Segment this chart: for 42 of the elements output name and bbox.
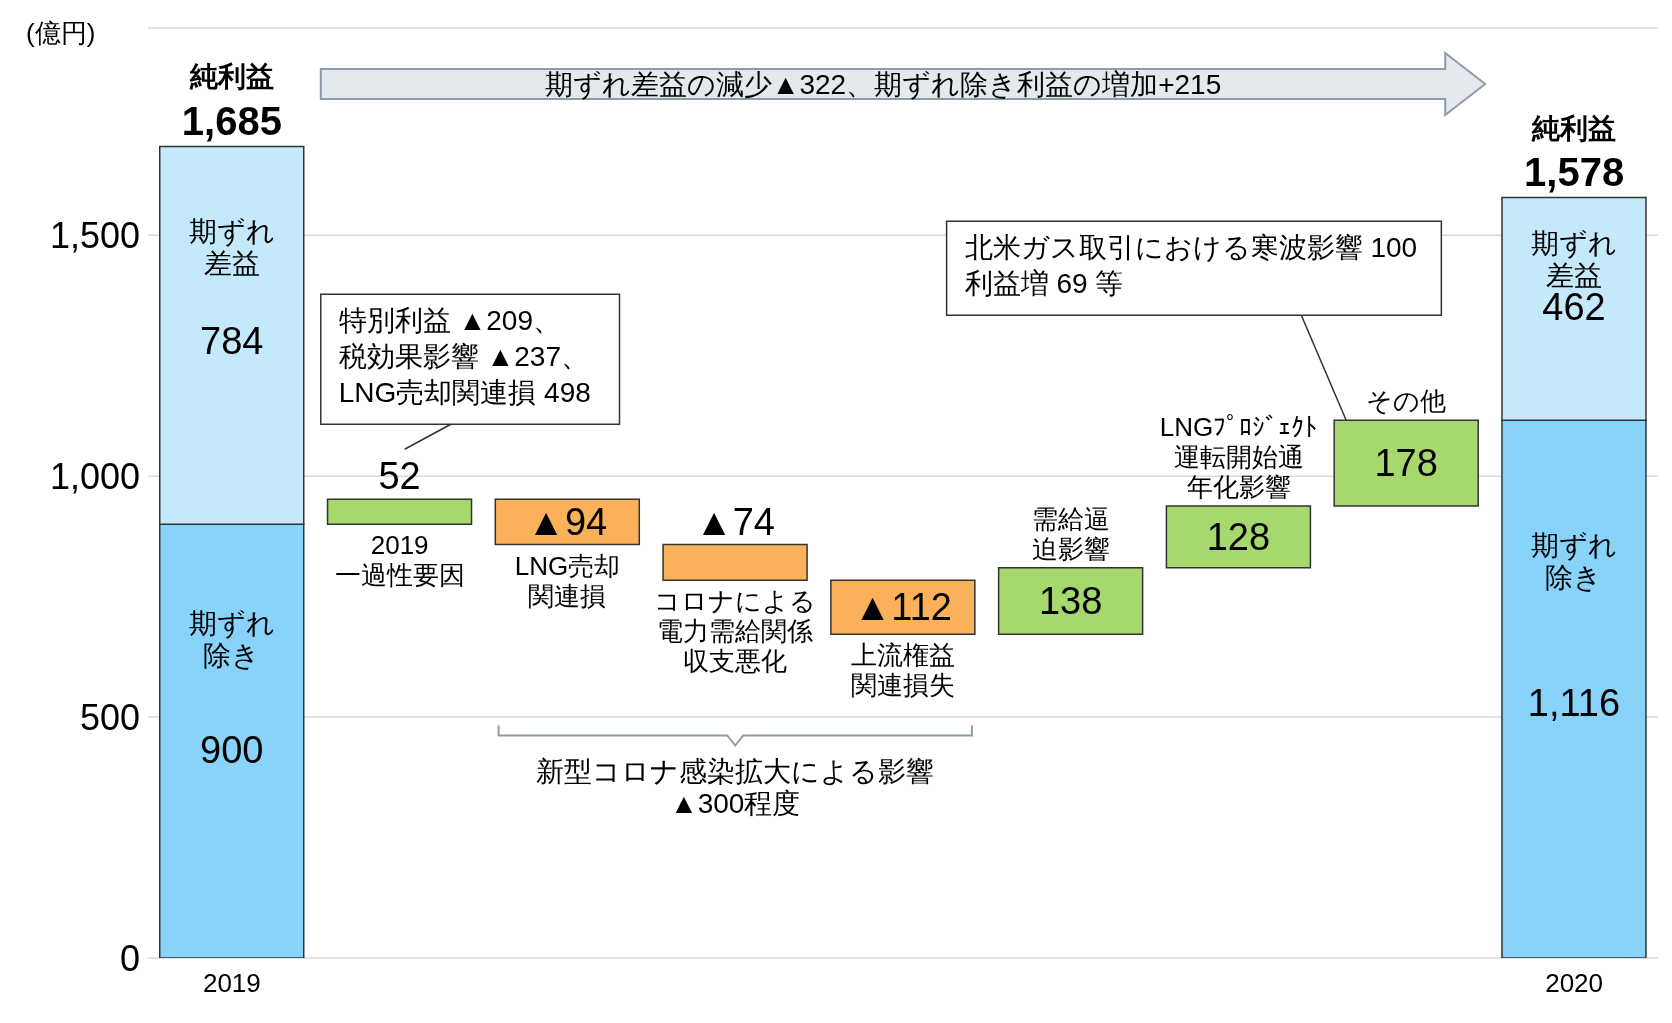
y-tick-label: 500 — [79, 696, 140, 738]
data-label: 900 — [200, 728, 264, 771]
annotation: 北米ガス取引における寒波影響 100 利益増 69 等 — [964, 232, 1418, 300]
bar — [830, 579, 976, 635]
data-label: 128 — [1206, 515, 1271, 558]
bar — [1333, 419, 1479, 507]
bar — [997, 566, 1144, 635]
annotation: 特別利益 ▲209、税効果影響 ▲237、LNG売却関連損 498 — [338, 305, 591, 409]
bar — [326, 498, 473, 526]
data-label: 1,116 — [1527, 682, 1621, 725]
data-label: 52 — [378, 455, 421, 498]
total-label: 1,578 — [1524, 149, 1625, 194]
data-label: 178 — [1374, 442, 1438, 485]
annotation: 新型コロナ感染拡大による影響 ▲300程度 — [536, 755, 935, 819]
y-tick-label: 0 — [119, 937, 140, 979]
bar — [662, 543, 808, 581]
annotation: 純利益 — [188, 61, 274, 93]
x-tick-label: 上流権益関連損失 — [851, 640, 955, 701]
series-label: 期ずれ差益 — [188, 215, 275, 280]
series-label: 期ずれ除き — [188, 607, 275, 671]
x-tick-label: LNGﾌﾟﾛｼﾞｪｸﾄ運転開始通年化影響 — [1159, 412, 1318, 503]
x-tick-label: 2019 — [202, 968, 261, 998]
x-tick-label: その他 — [1366, 386, 1447, 417]
x-tick-label: 需給逼迫影響 — [1031, 503, 1110, 564]
y-axis-title: (億円) — [26, 18, 96, 48]
bar — [1165, 505, 1312, 569]
data-label: 138 — [1038, 579, 1103, 622]
data-label: ▲74 — [695, 500, 776, 543]
text: 期ずれ差益 — [1530, 228, 1617, 292]
data-label: 784 — [200, 320, 264, 363]
y-tick-label: 1,000 — [49, 455, 140, 497]
text: 期ずれ除き — [1530, 529, 1617, 593]
x-tick-label: コロナによる電力需給関係収支悪化 — [654, 586, 817, 677]
x-tick-label: LNG売却関連損 — [514, 550, 621, 611]
annotation: 純利益 — [1531, 112, 1617, 144]
data-label: ▲112 — [853, 586, 952, 629]
y-tick-label: 1,500 — [49, 214, 140, 256]
total-label: 1,685 — [181, 98, 282, 143]
x-tick-label: 2020 — [1545, 968, 1604, 998]
x-tick-label: 2019 一過性要因 — [334, 530, 465, 591]
annotation: 期ずれ差益の減少▲322、期ずれ除き利益の増加+215 — [544, 69, 1222, 100]
data-label: ▲94 — [527, 500, 608, 543]
